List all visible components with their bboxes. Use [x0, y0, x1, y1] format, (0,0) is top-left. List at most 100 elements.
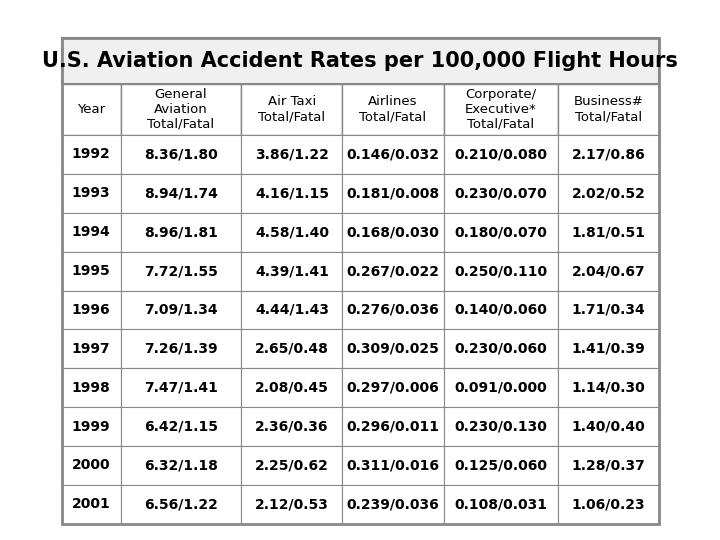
Bar [241, 407, 343, 446]
Text: 1.06/0.23: 1.06/0.23 [572, 497, 645, 511]
Text: 2.08/0.45: 2.08/0.45 [255, 381, 329, 395]
Bar [62, 446, 120, 485]
Text: 1993: 1993 [72, 186, 110, 200]
Bar [120, 135, 241, 174]
Text: 4.58/1.40: 4.58/1.40 [255, 225, 329, 239]
Bar [444, 174, 558, 213]
Bar [558, 368, 659, 407]
Bar [241, 485, 343, 524]
Text: 0.296/0.011: 0.296/0.011 [346, 420, 439, 434]
Bar [241, 291, 343, 329]
Bar [558, 329, 659, 368]
Bar [558, 446, 659, 485]
Text: 1995: 1995 [72, 264, 111, 278]
Text: 4.16/1.15: 4.16/1.15 [255, 186, 329, 200]
Bar [120, 485, 241, 524]
Bar [120, 84, 241, 135]
Text: 2.65/0.48: 2.65/0.48 [255, 342, 329, 356]
Bar [62, 213, 120, 252]
Bar [343, 135, 444, 174]
Bar [444, 368, 558, 407]
Bar [558, 252, 659, 291]
Bar [558, 485, 659, 524]
Bar [62, 38, 659, 84]
Bar [241, 446, 343, 485]
Text: 8.96/1.81: 8.96/1.81 [144, 225, 218, 239]
Bar [444, 407, 558, 446]
Text: 1.41/0.39: 1.41/0.39 [572, 342, 645, 356]
Text: 0.180/0.070: 0.180/0.070 [454, 225, 547, 239]
Text: 0.168/0.030: 0.168/0.030 [346, 225, 439, 239]
Text: 0.108/0.031: 0.108/0.031 [454, 497, 547, 511]
Text: 2.12/0.53: 2.12/0.53 [255, 497, 329, 511]
Bar [343, 174, 444, 213]
Text: 0.140/0.060: 0.140/0.060 [454, 303, 547, 317]
Bar [120, 446, 241, 485]
Text: 6.42/1.15: 6.42/1.15 [144, 420, 218, 434]
Text: 7.26/1.39: 7.26/1.39 [144, 342, 217, 356]
Bar [120, 252, 241, 291]
Bar [241, 213, 343, 252]
Text: 0.309/0.025: 0.309/0.025 [346, 342, 439, 356]
Text: 1.71/0.34: 1.71/0.34 [572, 303, 645, 317]
Bar [444, 485, 558, 524]
Text: 7.09/1.34: 7.09/1.34 [144, 303, 217, 317]
Bar [343, 485, 444, 524]
Bar [241, 329, 343, 368]
Bar [558, 407, 659, 446]
Bar [558, 84, 659, 135]
Bar [62, 368, 120, 407]
Bar [241, 174, 343, 213]
Text: 0.276/0.036: 0.276/0.036 [346, 303, 439, 317]
Bar [62, 485, 120, 524]
Text: 1994: 1994 [72, 225, 111, 239]
Text: 6.32/1.18: 6.32/1.18 [144, 458, 218, 472]
Text: 1992: 1992 [72, 147, 111, 161]
Text: 1.81/0.51: 1.81/0.51 [572, 225, 645, 239]
Bar [444, 329, 558, 368]
Bar [558, 174, 659, 213]
Bar [444, 135, 558, 174]
Text: 0.230/0.130: 0.230/0.130 [454, 420, 547, 434]
Text: 2000: 2000 [72, 458, 110, 472]
Text: 0.311/0.016: 0.311/0.016 [346, 458, 439, 472]
Text: 0.267/0.022: 0.267/0.022 [346, 264, 439, 278]
Bar [444, 446, 558, 485]
Text: 2001: 2001 [72, 497, 111, 511]
Bar [62, 135, 120, 174]
Bar [62, 174, 120, 213]
Bar [62, 291, 120, 329]
Text: 0.210/0.080: 0.210/0.080 [454, 147, 547, 161]
Text: 6.56/1.22: 6.56/1.22 [144, 497, 218, 511]
Text: 1.40/0.40: 1.40/0.40 [572, 420, 645, 434]
Text: Year: Year [77, 103, 105, 116]
Text: 1.14/0.30: 1.14/0.30 [572, 381, 645, 395]
Bar [558, 213, 659, 252]
Text: General
Aviation
Total/Fatal: General Aviation Total/Fatal [148, 88, 215, 131]
Text: 3.86/1.22: 3.86/1.22 [255, 147, 329, 161]
Bar [62, 252, 120, 291]
Bar [120, 329, 241, 368]
Text: Corporate/
Executive*
Total/Fatal: Corporate/ Executive* Total/Fatal [465, 88, 536, 131]
Bar [343, 368, 444, 407]
Text: 4.39/1.41: 4.39/1.41 [255, 264, 329, 278]
Text: 2.04/0.67: 2.04/0.67 [572, 264, 645, 278]
Text: U.S. Aviation Accident Rates per 100,000 Flight Hours: U.S. Aviation Accident Rates per 100,000… [42, 51, 678, 71]
Bar [241, 368, 343, 407]
Text: 0.181/0.008: 0.181/0.008 [346, 186, 440, 200]
Bar [444, 213, 558, 252]
Bar [558, 135, 659, 174]
Text: 1996: 1996 [72, 303, 110, 317]
Bar [558, 291, 659, 329]
Bar [343, 252, 444, 291]
Bar [62, 329, 120, 368]
Bar [62, 407, 120, 446]
Text: Airlines
Total/Fatal: Airlines Total/Fatal [359, 96, 427, 123]
Bar [241, 135, 343, 174]
Text: 2.25/0.62: 2.25/0.62 [255, 458, 329, 472]
Text: Air Taxi
Total/Fatal: Air Taxi Total/Fatal [258, 96, 325, 123]
Bar [120, 174, 241, 213]
Text: Business#
Total/Fatal: Business# Total/Fatal [574, 96, 644, 123]
Text: 1.28/0.37: 1.28/0.37 [572, 458, 645, 472]
Bar [241, 252, 343, 291]
